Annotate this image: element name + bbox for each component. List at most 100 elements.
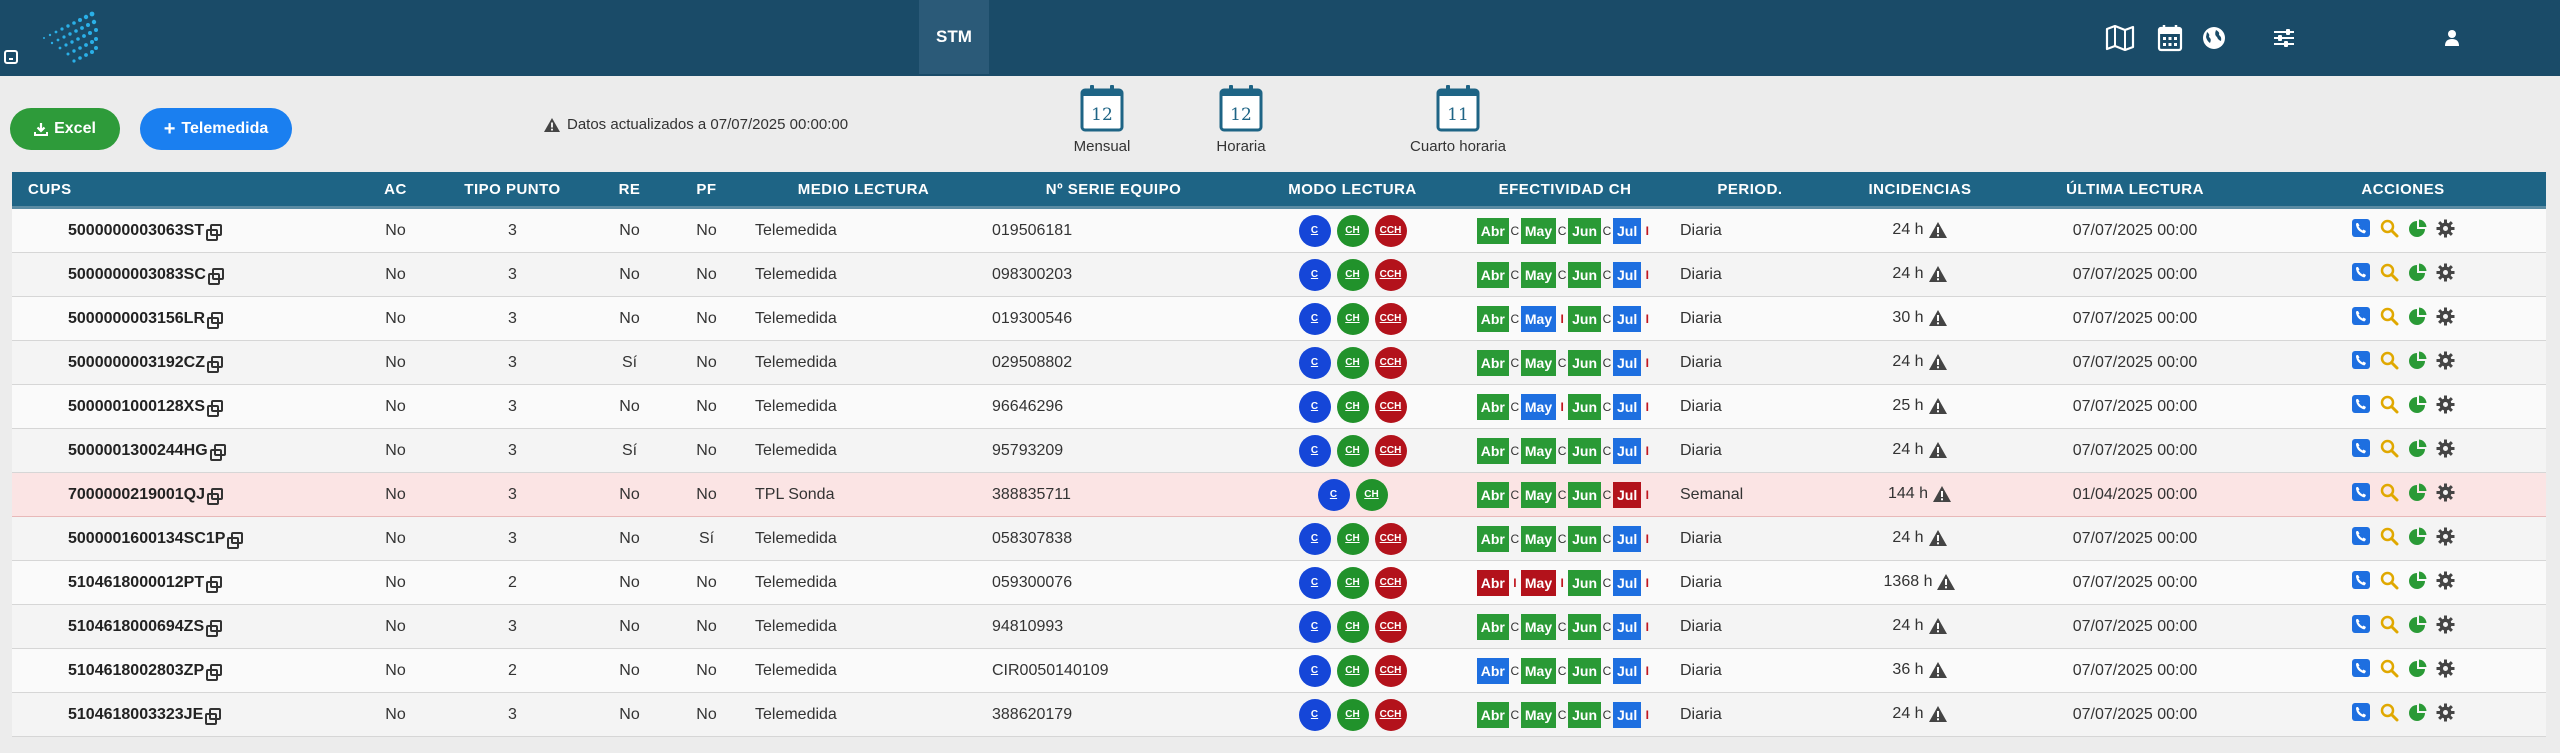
table-row[interactable]: 5104618000694ZS No 3 No No Telemedida 94810993… <box>12 604 2546 649</box>
month-badge[interactable]: May <box>1520 657 1557 684</box>
month-badge[interactable]: May <box>1520 393 1557 420</box>
gear-icon[interactable] <box>2436 571 2455 590</box>
gear-icon[interactable] <box>2436 439 2455 458</box>
mode-ch-badge[interactable]: CH <box>1336 698 1369 731</box>
logo[interactable] <box>32 8 104 68</box>
copy-icon[interactable] <box>227 531 244 549</box>
month-badge[interactable]: Jul <box>1613 217 1642 244</box>
month-badge[interactable]: Abr <box>1476 613 1509 640</box>
column-header[interactable]: RE <box>591 172 668 209</box>
mode-cch-badge[interactable]: CCH <box>1374 434 1407 467</box>
gear-icon[interactable] <box>2436 527 2455 546</box>
mode-c-badge[interactable]: C <box>1298 610 1331 643</box>
month-badge[interactable]: Jul <box>1613 481 1642 508</box>
column-header[interactable]: ÚLTIMA LECTURA <box>2010 172 2260 209</box>
pie-chart-icon[interactable] <box>2408 395 2427 414</box>
phone-icon[interactable] <box>2352 571 2371 590</box>
phone-icon[interactable] <box>2352 219 2371 238</box>
column-header[interactable]: TIPO PUNTO <box>434 172 591 209</box>
gear-icon[interactable] <box>2436 395 2455 414</box>
pie-chart-icon[interactable] <box>2408 263 2427 282</box>
pie-chart-icon[interactable] <box>2408 351 2427 370</box>
pie-chart-icon[interactable] <box>2408 219 2427 238</box>
month-badge[interactable]: Jun <box>1568 613 1601 640</box>
search-icon[interactable] <box>2380 219 2399 238</box>
month-badge[interactable]: Jun <box>1568 349 1601 376</box>
pie-chart-icon[interactable] <box>2408 307 2427 326</box>
mode-c-badge[interactable]: C <box>1298 214 1331 247</box>
month-badge[interactable]: May <box>1520 305 1557 332</box>
month-badge[interactable]: Abr <box>1476 261 1509 288</box>
table-row[interactable]: 5104618000012PT No 2 No No Telemedida 05930007… <box>12 560 2546 605</box>
search-icon[interactable] <box>2380 351 2399 370</box>
pie-chart-icon[interactable] <box>2408 659 2427 678</box>
month-badge[interactable]: Jul <box>1613 261 1642 288</box>
mode-c-badge[interactable]: C <box>1317 478 1350 511</box>
phone-icon[interactable] <box>2352 615 2371 634</box>
search-icon[interactable] <box>2380 571 2399 590</box>
gear-icon[interactable] <box>2436 263 2455 282</box>
mode-c-badge[interactable]: C <box>1298 654 1331 687</box>
calendar-cuarto-horaria[interactable]: 11 Cuarto horaria <box>1400 84 1516 155</box>
month-badge[interactable]: May <box>1520 437 1557 464</box>
month-badge[interactable]: Jul <box>1613 701 1642 728</box>
month-badge[interactable]: Jun <box>1568 701 1601 728</box>
mode-ch-badge[interactable]: CH <box>1336 522 1369 555</box>
month-badge[interactable]: Abr <box>1476 481 1509 508</box>
pie-chart-icon[interactable] <box>2408 703 2427 722</box>
phone-icon[interactable] <box>2352 263 2371 282</box>
month-badge[interactable]: Jul <box>1613 393 1642 420</box>
copy-icon[interactable] <box>207 311 224 329</box>
excel-button[interactable]: Excel <box>10 108 120 150</box>
month-badge[interactable]: Jul <box>1613 437 1642 464</box>
table-row[interactable]: 5000000003083SC No 3 No No Telemedida 09830020… <box>12 252 2546 297</box>
month-badge[interactable]: May <box>1520 349 1557 376</box>
mode-ch-badge[interactable]: CH <box>1336 434 1369 467</box>
table-row[interactable]: 7000000219001QJ No 3 No No TPL Sonda 388835711… <box>12 472 2546 517</box>
calendar-icon[interactable] <box>2154 22 2186 54</box>
mode-c-badge[interactable]: C <box>1298 346 1331 379</box>
month-badge[interactable]: Abr <box>1476 393 1509 420</box>
copy-icon[interactable] <box>207 355 224 373</box>
phone-icon[interactable] <box>2352 351 2371 370</box>
table-row[interactable]: 5000001300244HG No 3 Sí No Telemedida 95793209… <box>12 428 2546 473</box>
mode-cch-badge[interactable]: CCH <box>1374 566 1407 599</box>
mode-cch-badge[interactable]: CCH <box>1374 346 1407 379</box>
column-header[interactable]: MODO LECTURA <box>1245 172 1460 209</box>
phone-icon[interactable] <box>2352 439 2371 458</box>
mode-cch-badge[interactable]: CCH <box>1374 258 1407 291</box>
month-badge[interactable]: May <box>1520 217 1557 244</box>
calendar-horaria[interactable]: 12 Horaria <box>1211 84 1271 155</box>
phone-icon[interactable] <box>2352 483 2371 502</box>
search-icon[interactable] <box>2380 395 2399 414</box>
table-row[interactable]: 5000001000128XS No 3 No No Telemedida 96646296… <box>12 384 2546 429</box>
map-icon[interactable] <box>2104 22 2136 54</box>
month-badge[interactable]: Jul <box>1613 613 1642 640</box>
pie-chart-icon[interactable] <box>2408 615 2427 634</box>
month-badge[interactable]: May <box>1520 481 1557 508</box>
mode-c-badge[interactable]: C <box>1298 258 1331 291</box>
pie-chart-icon[interactable] <box>2408 483 2427 502</box>
column-header[interactable]: Nº SERIE EQUIPO <box>982 172 1245 209</box>
month-badge[interactable]: Abr <box>1476 305 1509 332</box>
mode-ch-badge[interactable]: CH <box>1336 654 1369 687</box>
table-row[interactable]: 5000000003063ST No 3 No No Telemedida 01950618… <box>12 207 2546 253</box>
phone-icon[interactable] <box>2352 703 2371 722</box>
table-row[interactable]: 5104618003323JE No 3 No No Telemedida 38862017… <box>12 692 2546 737</box>
tab-stm[interactable]: STM <box>919 0 989 74</box>
month-badge[interactable]: May <box>1520 613 1557 640</box>
gear-icon[interactable] <box>2436 351 2455 370</box>
mode-c-badge[interactable]: C <box>1298 566 1331 599</box>
mode-cch-badge[interactable]: CCH <box>1374 698 1407 731</box>
mode-cch-badge[interactable]: CCH <box>1374 214 1407 247</box>
month-badge[interactable]: Jun <box>1568 657 1601 684</box>
mode-ch-badge[interactable]: CH <box>1336 610 1369 643</box>
mode-ch-badge[interactable]: CH <box>1336 302 1369 335</box>
mode-c-badge[interactable]: C <box>1298 522 1331 555</box>
copy-icon[interactable] <box>206 663 223 681</box>
mode-cch-badge[interactable]: CCH <box>1374 654 1407 687</box>
copy-icon[interactable] <box>207 267 224 285</box>
mode-ch-badge[interactable]: CH <box>1336 258 1369 291</box>
month-badge[interactable]: Abr <box>1476 569 1509 596</box>
phone-icon[interactable] <box>2352 527 2371 546</box>
